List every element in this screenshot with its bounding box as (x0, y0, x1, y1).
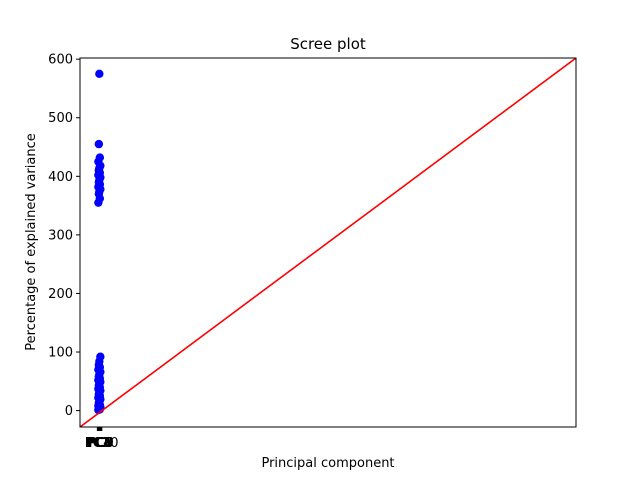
y-tick-label: 200 (48, 287, 73, 302)
x-tick-label: PC9 (89, 436, 114, 451)
x-tick-label: PC6 (87, 436, 112, 451)
y-axis-label: Percentage of explained variance (24, 133, 39, 350)
x-tick-label: PC10 (85, 436, 118, 451)
x-tick-label: PC4 (86, 436, 111, 451)
x-tick-label: PC8 (88, 436, 113, 451)
x-tick-label: PC1 (85, 436, 110, 451)
x-tick-label: PC2 (85, 436, 110, 451)
y-tick-label: 300 (48, 228, 73, 243)
chart-title: Scree plot (290, 35, 366, 53)
y-tick-label: 0 (65, 404, 73, 419)
plot-frame (79, 57, 577, 428)
x-axis-label: Principal component (261, 456, 394, 471)
scatter-point (94, 198, 103, 207)
scatter-point (95, 69, 104, 79)
y-axis: 0 100 200 300 400 500 600 (48, 53, 80, 419)
plot-area (80, 58, 576, 427)
y-tick-label: 500 (48, 111, 73, 126)
scatter-point (94, 139, 104, 149)
x-tick-label: PC5 (87, 436, 112, 451)
x-tick-label: PC3 (86, 436, 111, 451)
reference-line (80, 58, 576, 427)
y-tick-label: 600 (48, 53, 73, 68)
x-tick-label: PC7 (88, 436, 113, 451)
y-tick-label: 400 (48, 170, 73, 185)
y-tick-label: 100 (48, 346, 73, 361)
